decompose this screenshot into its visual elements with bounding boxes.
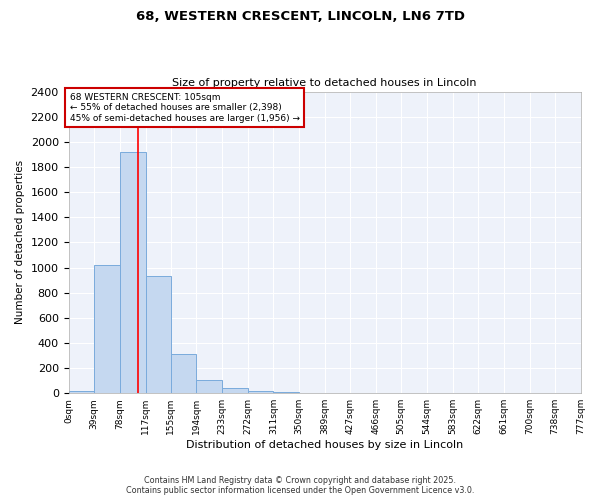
Bar [68,392,94,393]
Y-axis label: Number of detached properties: Number of detached properties [15,160,25,324]
Bar [222,388,248,393]
Bar [170,354,196,393]
Bar [196,380,222,393]
Bar [248,390,274,393]
X-axis label: Distribution of detached houses by size in Lincoln: Distribution of detached houses by size … [186,440,463,450]
Title: Size of property relative to detached houses in Lincoln: Size of property relative to detached ho… [172,78,477,88]
Text: 68, WESTERN CRESCENT, LINCOLN, LN6 7TD: 68, WESTERN CRESCENT, LINCOLN, LN6 7TD [136,10,464,23]
Bar [146,276,170,393]
Bar [274,392,299,393]
Bar [94,265,120,393]
Bar [120,152,146,393]
Text: Contains HM Land Registry data © Crown copyright and database right 2025.
Contai: Contains HM Land Registry data © Crown c… [126,476,474,495]
Text: 68 WESTERN CRESCENT: 105sqm
← 55% of detached houses are smaller (2,398)
45% of : 68 WESTERN CRESCENT: 105sqm ← 55% of det… [70,93,300,122]
